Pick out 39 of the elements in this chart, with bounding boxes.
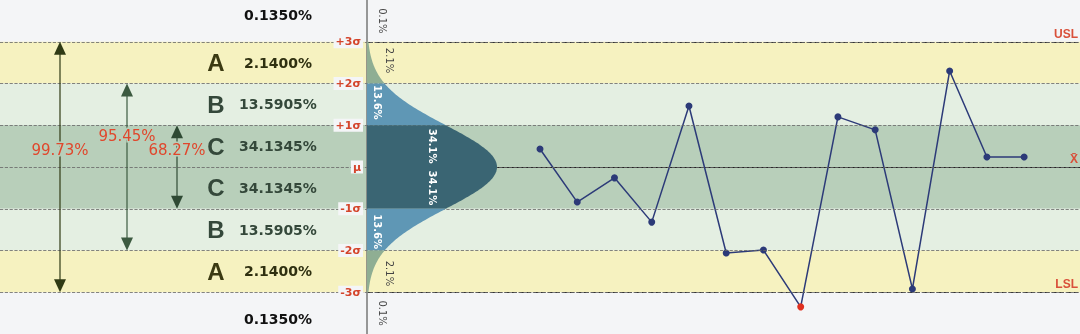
annotation: 0.1% [376,300,388,326]
annotation: 2.1400% [243,54,313,71]
annotation: 0.1% [376,8,388,34]
point [610,174,618,182]
point [871,126,879,134]
annotation: 2.1400% [243,263,313,280]
point [797,303,805,311]
band-label: B [207,216,225,244]
y-tick-label: +3σ [335,35,361,49]
annotation: 2.1% [383,260,395,287]
y-tick-label: μ [352,160,361,174]
annotation: 13.6% [371,84,383,120]
annotation: 0.1350% [243,310,313,327]
point [573,198,581,206]
ref-line-label: USL [1054,26,1078,41]
band-label: C [207,174,225,202]
point [908,285,916,293]
band-label: C [207,132,225,160]
y-tick-label: -2σ [340,244,361,257]
y-tick-label: -3σ [340,285,361,299]
band-label: B [207,90,225,118]
point [946,67,954,75]
annotation: 2.1% [383,47,395,74]
point [648,218,656,226]
annotation: 34.1345% [239,179,317,196]
annotation: 34.1345% [239,138,317,155]
annotation: 34.1% [426,128,438,164]
annotation: 13.5905% [239,221,317,238]
band-label: A [207,49,225,77]
band-label: A [207,257,225,285]
y-tick-label: +1σ [335,118,361,132]
ref-line-label: LSL [1055,277,1078,292]
ref-line-label: X̄ [1069,152,1078,166]
annotation: 0.1350% [243,7,313,24]
annotation: 34.1% [426,170,438,206]
annotation: 13.5905% [239,96,317,113]
y-tick-label: +2σ [335,77,361,90]
y-tick-label: -1σ [340,202,361,216]
annotation: 13.6% [371,214,383,250]
